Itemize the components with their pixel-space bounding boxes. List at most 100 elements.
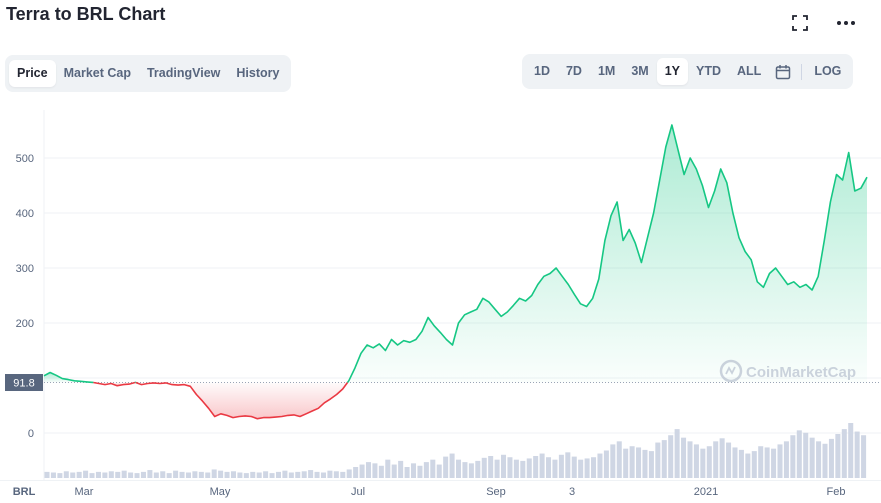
volume-bar [185, 472, 191, 478]
volume-bar [243, 473, 249, 478]
volume-bar [488, 456, 494, 478]
x-tick-label: 2021 [694, 486, 718, 498]
y-tick-label: 500 [16, 153, 34, 165]
volume-bar [584, 458, 590, 478]
volume-bar [828, 438, 834, 478]
volume-bar [288, 472, 294, 478]
volume-bar [783, 441, 789, 478]
volume-bar [147, 470, 153, 478]
volume-bar [674, 429, 680, 478]
volume-bar [642, 449, 648, 478]
volume-bar [738, 449, 744, 478]
volume-bar [70, 472, 76, 478]
volume-bar [115, 471, 121, 478]
volume-bar [726, 442, 732, 478]
volume-bar [745, 453, 751, 478]
volume-bar [648, 451, 654, 478]
price-line-up [346, 124, 868, 383]
volume-bar [423, 462, 429, 478]
volume-bar [378, 465, 384, 478]
tab-tradingview[interactable]: TradingView [146, 66, 221, 80]
volume-bar [610, 444, 616, 478]
x-tick-label: Sep [486, 486, 506, 498]
volume-bar [50, 472, 56, 478]
range-ytd[interactable]: YTD [696, 64, 722, 78]
y-tick-label: 200 [16, 318, 34, 330]
area-above-baseline [44, 372, 94, 383]
price-lines [43, 124, 868, 420]
area-above-baseline [347, 125, 867, 383]
volume-bar [558, 454, 564, 478]
volume-bar [95, 471, 101, 478]
log-toggle[interactable]: LOG [814, 64, 842, 78]
tab-history[interactable]: History [236, 66, 280, 80]
volume-bar [539, 453, 545, 478]
calendar-icon[interactable] [769, 64, 797, 80]
volume-bar [719, 438, 725, 478]
volume-bar [552, 459, 558, 478]
volume-bar [546, 457, 552, 478]
price-areas [44, 125, 867, 419]
range-1m[interactable]: 1M [597, 64, 616, 78]
more-dots-icon[interactable] [833, 10, 859, 36]
volume-bar [475, 460, 481, 478]
volume-bar [57, 473, 63, 478]
range-1y[interactable]: 1Y [656, 58, 689, 85]
volume-bar [410, 463, 417, 478]
baseline-label: 91.8 [13, 378, 34, 390]
volume-bar [430, 459, 436, 478]
volume-bar [76, 471, 82, 478]
volume-bars [44, 423, 867, 478]
volume-bar [173, 470, 179, 478]
volume-bar [398, 460, 404, 478]
volume-bar [443, 456, 449, 478]
volume-bar [359, 464, 365, 478]
volume-bar [263, 471, 269, 478]
range-1d[interactable]: 1D [534, 64, 550, 78]
range-all[interactable]: ALL [737, 64, 762, 78]
volume-bar [404, 467, 410, 478]
currency-label: BRL [13, 486, 36, 498]
volume-bar [308, 470, 314, 478]
volume-bar [314, 471, 320, 478]
volume-bar [764, 447, 770, 478]
price-line-down [93, 381, 136, 387]
y-axis-labels: 0 200 300 400 500 [16, 153, 34, 440]
volume-bar [751, 451, 757, 478]
fullscreen-icon[interactable] [787, 10, 813, 36]
volume-bar [44, 471, 50, 478]
volume-bar [301, 471, 307, 478]
volume-bar [256, 472, 262, 478]
volume-bar [153, 472, 159, 478]
volume-bar [346, 469, 352, 478]
volume-bar [63, 471, 69, 478]
volume-bar [661, 440, 667, 478]
volume-bar [520, 460, 526, 478]
watermark: CoinMarketCap [719, 359, 856, 383]
volume-bar [108, 471, 114, 478]
volume-bar [861, 435, 867, 478]
volume-bar [385, 459, 391, 478]
tab-price[interactable]: Price [9, 60, 56, 87]
volume-bar [809, 437, 815, 478]
range-7d[interactable]: 7D [565, 64, 582, 78]
volume-bar [462, 462, 468, 478]
volume-bar [468, 463, 474, 478]
range-divider [801, 63, 803, 80]
volume-bar [179, 471, 185, 478]
volume-bar [681, 437, 687, 478]
volume-bar [333, 471, 339, 478]
volume-bar [706, 446, 712, 478]
y-tick-label: 400 [16, 208, 34, 220]
volume-bar [372, 463, 378, 478]
price-line-up [43, 371, 94, 384]
range-3m[interactable]: 3M [631, 64, 649, 78]
volume-bar [205, 472, 211, 478]
price-line-down [135, 381, 349, 420]
volume-bar [481, 457, 487, 478]
volume-bar [841, 429, 847, 478]
x-tick-label: Jul [351, 486, 365, 498]
tab-market-cap[interactable]: Market Cap [63, 66, 131, 80]
volume-bar [449, 453, 455, 478]
